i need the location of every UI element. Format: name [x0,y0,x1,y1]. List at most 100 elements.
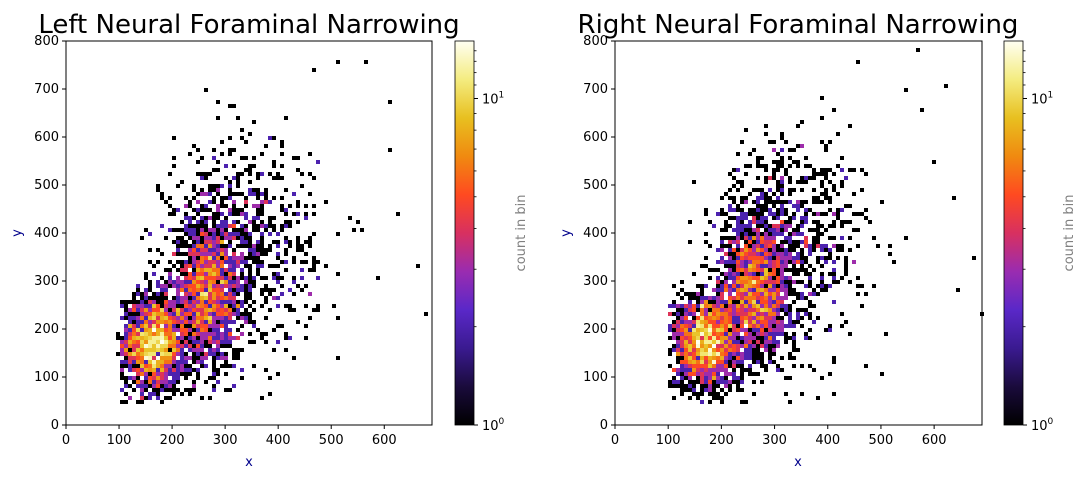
hexbin-cell [792,292,796,296]
hexbin-cell [708,220,712,224]
hexbin-cell [740,380,744,384]
hexbin-cell [252,340,256,344]
hexbin-cell [196,252,200,256]
hexbin-cell [708,328,712,332]
hexbin-cell [724,372,728,376]
hexbin-cell [728,272,732,276]
hexbin-cell [788,236,792,240]
hexbin-cell [768,280,772,284]
hexbin-cell [168,352,172,356]
hexbin-cell [228,192,232,196]
hexbin-cell [788,400,792,404]
hexbin-cell [184,228,188,232]
hexbin-cell [748,328,752,332]
hexbin-cell [808,312,812,316]
hexbin-cell [208,328,212,332]
hexbin-cell [732,364,736,368]
hexbin-cell [808,176,812,180]
hexbin-cell [820,168,824,172]
hexbin-cell [180,364,184,368]
hexbin-cell [720,328,724,332]
hexbin-cell [260,260,264,264]
hexbin-cell [696,320,700,324]
hexbin-cell [168,356,172,360]
y-tick-label: 100 [583,370,608,385]
hexbin-cell [156,300,160,304]
hexbin-cell [124,356,128,360]
hexbin-cell [740,328,744,332]
hexbin-cell [788,336,792,340]
hexbin-cell [780,184,784,188]
hexbin-cell [788,260,792,264]
hexbin-cell [192,208,196,212]
hexbin-cell [708,312,712,316]
hexbin-cell [944,84,948,88]
hexbin-cell [752,392,756,396]
hexbin-cell [712,340,716,344]
hexbin-cell [680,308,684,312]
hexbin-cell [164,376,168,380]
hexbin-cell [716,292,720,296]
hexbin-cell [180,368,184,372]
hexbin-cell [176,348,180,352]
hexbin-cell [280,164,284,168]
hexbin-cell [712,332,716,336]
hexbin-cell [240,136,244,140]
hexbin-cell [244,196,248,200]
hexbin-cell [216,204,220,208]
hexbin-cell [836,132,840,136]
hexbin-cell [700,328,704,332]
hexbin-cell [700,388,704,392]
hexbin-cell [164,324,168,328]
hexbin-cell [216,184,220,188]
hexbin-cell [216,276,220,280]
hexbin-cell [304,216,308,220]
hexbin-cell [740,276,744,280]
hexbin-cell [128,316,132,320]
hexbin-cell [748,240,752,244]
hexbin-cell [204,272,208,276]
hexbin-cell [172,212,176,216]
hexbin-cell [760,240,764,244]
hexbin-cell [732,248,736,252]
hexbin-cell [684,324,688,328]
hexbin-cell [676,372,680,376]
hexbin-cell [224,304,228,308]
hexbin-cell [716,372,720,376]
hexbin-cell [168,320,172,324]
hexbin-cell [840,156,844,160]
hexbin-cell [232,148,236,152]
hexbin-cell [776,300,780,304]
hexbin-cell [196,272,200,276]
hexbin-cell [212,308,216,312]
hexbin-cell [148,396,152,400]
hexbin-cell [212,328,216,332]
hexbin-cell [204,252,208,256]
hexbin-cell [828,236,832,240]
hexbin-cell [776,312,780,316]
hexbin-cell [796,252,800,256]
hexbin-cell [240,348,244,352]
hexbin-cell [772,348,776,352]
hexbin-cell [188,312,192,316]
hexbin-cell [736,316,740,320]
hexbin-cell [724,272,728,276]
hexbin-cell [764,300,768,304]
hexbin-cell [772,332,776,336]
hexbin-cell [776,320,780,324]
hexbin-cell [164,372,168,376]
hexbin-cell [752,340,756,344]
hexbin-cell [220,332,224,336]
hexbin-cell [164,328,168,332]
hexbin-cell [120,364,124,368]
hexbin-cell [208,336,212,340]
hexbin-cell [248,256,252,260]
hexbin-cell [756,336,760,340]
x-axis-ticks: 0 100 200 300 400 500 600 [62,425,397,448]
hexbin-cell [732,236,736,240]
hexbin-cell [212,240,216,244]
hexbin-cell [244,296,248,300]
hexbin-cell [780,260,784,264]
hexbin-cell [704,344,708,348]
hexbin-cell [728,388,732,392]
